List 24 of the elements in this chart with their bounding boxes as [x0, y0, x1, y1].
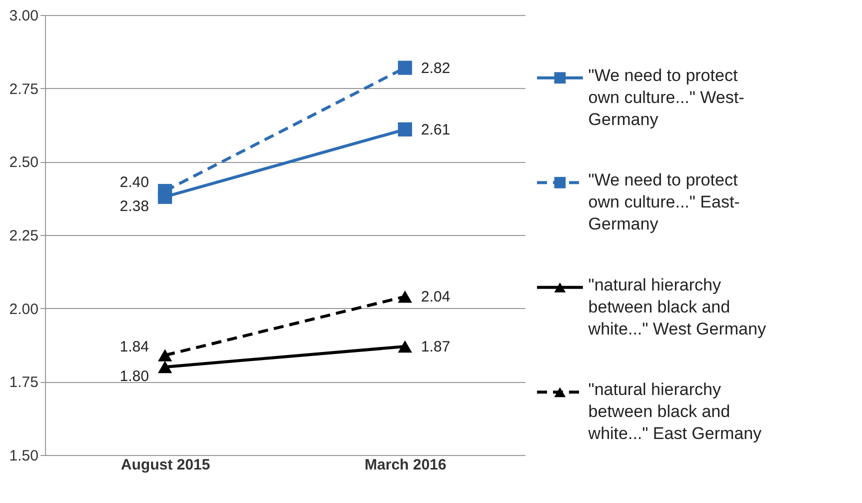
legend-label: "We need to protect own culture..." East-Germany — [588, 170, 740, 234]
data-label: 2.82 — [421, 60, 450, 77]
y-tick-label: 2.00 — [9, 300, 38, 318]
data-label: 2.61 — [421, 121, 450, 138]
y-tick-label: 1.50 — [9, 448, 38, 464]
y-tick-label: 2.25 — [9, 228, 38, 244]
data-label: 2.40 — [120, 174, 149, 191]
point — [158, 184, 172, 198]
y-tick-label: 3.00 — [9, 8, 38, 24]
data-label: 2.04 — [421, 288, 450, 306]
data-label: 2.38 — [120, 198, 149, 215]
data-label: 1.80 — [120, 368, 149, 385]
x-tick-label: March 2016 — [364, 456, 446, 474]
legend-label: "We need to protect own culture..." West-Germany — [588, 66, 744, 129]
x-tick-label: August 2015 — [120, 456, 210, 474]
y-tick-label: 2.50 — [9, 154, 38, 172]
data-label: 1.87 — [421, 338, 450, 356]
data-label: 1.84 — [120, 338, 149, 356]
point — [398, 122, 412, 136]
legend-label: "natural hierarchy between black and white..." West Germany — [587, 275, 766, 338]
y-tick-label: 1.75 — [9, 374, 38, 392]
legend-label: "natural hierarchy between black and white..." East Germany — [587, 380, 762, 444]
y-tick-label: 2.75 — [9, 80, 38, 98]
point — [398, 60, 412, 75]
